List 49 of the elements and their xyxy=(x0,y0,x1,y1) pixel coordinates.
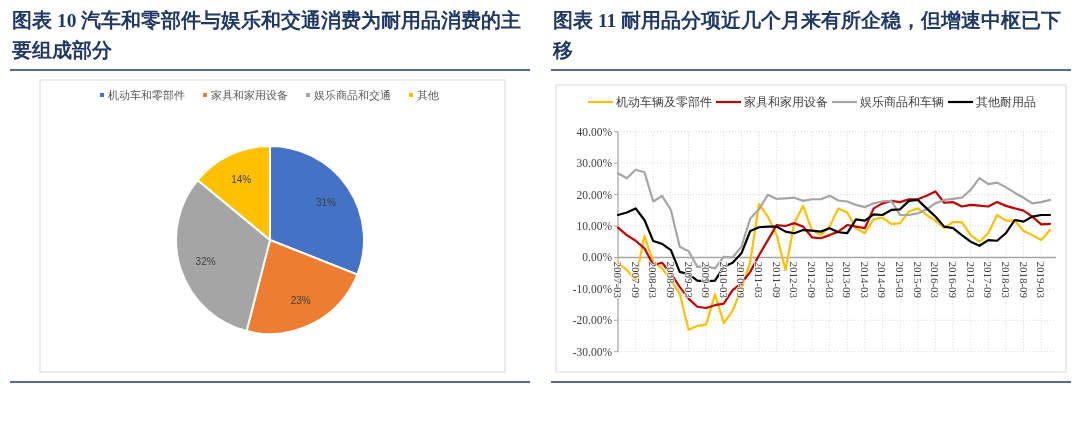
legend-label: 机动车辆及零部件 xyxy=(616,95,712,109)
y-tick-label: 0.00% xyxy=(582,251,613,264)
y-tick-label: -20.00% xyxy=(572,314,613,327)
x-tick-label: 2009-03 xyxy=(682,261,695,299)
chart-title: 图表 10 汽车和零部件与娱乐和交通消费为耐用品消费的主要组成部分 xyxy=(12,8,523,63)
x-tick-label: 2012-09 xyxy=(805,261,818,299)
y-tick-label: -10.00% xyxy=(572,282,613,295)
legend-label: 娱乐商品和交通 xyxy=(314,89,391,102)
line-series xyxy=(616,202,1052,331)
y-tick-label: 40.00% xyxy=(576,125,613,138)
x-tick-label: 2017-09 xyxy=(982,261,995,299)
x-tick-label: 2010-03 xyxy=(717,261,730,299)
x-tick-label: 2012-03 xyxy=(788,261,801,299)
x-tick-label: 2015-03 xyxy=(894,261,907,299)
x-tick-label: 2014-03 xyxy=(858,261,871,299)
legend-label: 其他耐用品 xyxy=(976,95,1036,109)
data-label: 32% xyxy=(195,255,216,267)
x-tick-label: 2007-09 xyxy=(629,261,642,299)
x-tick-label: 2015-09 xyxy=(911,261,924,299)
legend-label: 娱乐商品和车辆 xyxy=(860,95,944,109)
x-tick-label: 2018-03 xyxy=(999,261,1012,299)
x-tick-label: 2018-09 xyxy=(1017,261,1030,299)
y-tick-label: 20.00% xyxy=(576,188,613,201)
y-tick-label: 30.00% xyxy=(576,157,613,170)
legend-label: 家具和家用设备 xyxy=(211,89,288,102)
x-tick-label: 2008-09 xyxy=(664,261,677,299)
x-tick-label: 2011-03 xyxy=(753,261,766,299)
x-tick-label: 2010-09 xyxy=(735,261,748,299)
x-tick-label: 2009-09 xyxy=(700,261,713,299)
x-tick-label: 2016-09 xyxy=(947,261,960,299)
x-tick-label: 2017-03 xyxy=(964,261,977,299)
x-tick-label: 2013-09 xyxy=(841,261,854,299)
legend-label: 机动车和零部件 xyxy=(108,89,185,102)
chart-title: 图表 11 耐用品分项近几个月来有所企稳，但增速中枢已下移 xyxy=(553,9,1063,63)
x-tick-label: 2007-03 xyxy=(612,261,624,299)
data-label: 31% xyxy=(315,196,337,208)
x-tick-label: 2011-09 xyxy=(770,261,783,299)
line-series xyxy=(616,190,1052,310)
legend-label: 其他 xyxy=(417,89,439,102)
x-tick-label: 2016-03 xyxy=(929,261,942,299)
x-tick-label: 2008-03 xyxy=(647,261,660,299)
y-tick-label: 10.00% xyxy=(576,219,613,232)
x-tick-label: 2013-03 xyxy=(823,261,836,299)
data-label: 14% xyxy=(231,173,252,185)
legend-label: 家具和家用设备 xyxy=(744,95,828,109)
y-tick-label: -30.00% xyxy=(572,345,613,358)
x-tick-label: 2014-09 xyxy=(876,261,889,299)
x-tick-label: 2019-03 xyxy=(1035,261,1048,299)
data-label: 23% xyxy=(290,295,311,307)
